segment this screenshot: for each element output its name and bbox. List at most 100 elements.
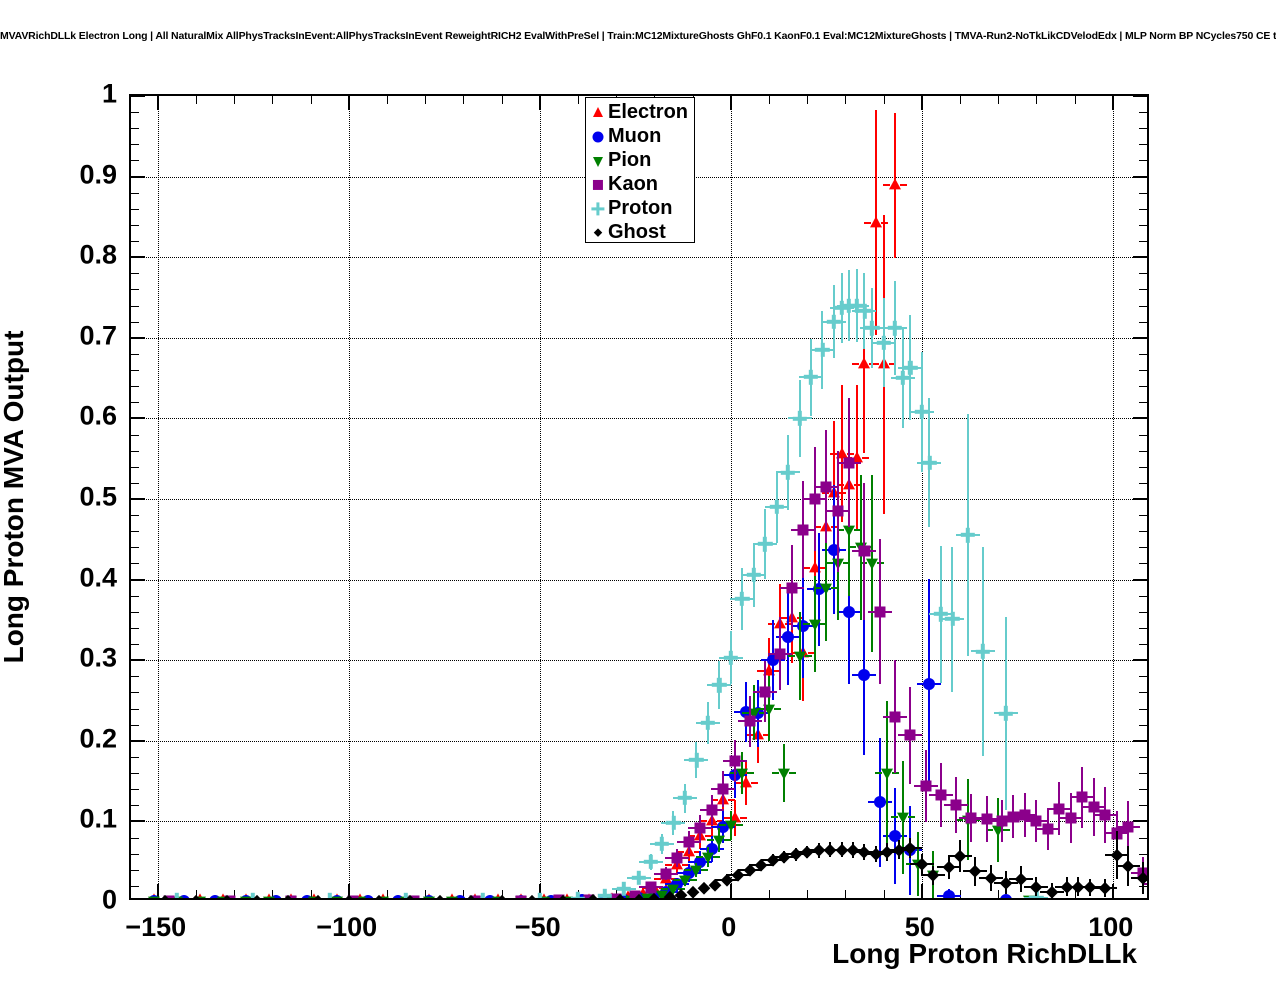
marker-square [610,893,622,898]
marker-circle [361,895,374,898]
y-axis-tick-minor [131,305,139,307]
error-bar-horizontal [747,597,755,600]
marker-triangle-up [850,451,863,463]
y-axis-tick-minor [1139,224,1147,226]
error-bar-horizontal [825,562,833,565]
y-axis-tick-minor [131,869,139,871]
marker-triangle-down [377,896,390,898]
grid-line-horizontal [131,257,1147,259]
marker-triangle-up [377,893,390,898]
y-axis-tick-major [131,498,145,500]
x-axis-tick-minor [463,890,465,898]
error-bar-horizontal [917,461,925,464]
legend-entry-pion[interactable]: Pion [586,148,694,172]
y-axis-tick-minor [131,321,139,323]
error-bar-horizontal [804,417,812,420]
y-axis-tick-minor [1139,773,1147,775]
y-axis-tick-major [131,820,145,823]
y-axis-tick-minor [1139,837,1147,839]
grid-line-horizontal [131,821,1147,823]
error-bar-horizontal [678,822,686,824]
marker-square [1053,802,1065,815]
marker-triangle-up [193,893,206,898]
error-bar-horizontal [1054,885,1062,888]
legend-entry-kaon[interactable]: Kaon [586,172,694,196]
error-bar-horizontal [936,866,944,869]
legend-marker-triangle-up [590,103,606,121]
marker-triangle-up [216,893,229,898]
marker-triangle-down [593,157,603,167]
error-bar-horizontal [799,376,806,379]
y-axis-tick-minor [1139,192,1147,194]
y-axis-tick-minor [131,547,139,549]
legend-entry-muon[interactable]: Muon [586,124,694,148]
x-axis-tick-major [729,884,732,898]
error-bar-horizontal [871,341,879,344]
y-axis-tick-minor [1139,128,1147,130]
legend-entry-ghost[interactable]: Ghost [586,220,694,244]
error-bar-horizontal [688,860,696,863]
error-bar-horizontal [1012,813,1020,816]
marker-triangle-up [808,560,821,572]
marker-triangle-down [747,708,760,720]
error-bar-horizontal [825,510,833,513]
error-bar-horizontal [907,816,915,819]
error-bar-horizontal [808,651,816,654]
x-axis-tick-minor [386,96,388,104]
marker-square [832,505,844,517]
y-axis-tick-label: 0.5 [79,481,117,512]
error-bar-horizontal [707,684,715,687]
y-axis-tick-minor [1139,208,1147,210]
error-bar-horizontal [852,851,860,854]
marker-cross [945,611,960,627]
error-bar-horizontal [737,868,745,871]
marker-square [904,729,916,741]
y-axis-tick-minor [1139,144,1147,146]
y-axis-tick-major [1133,336,1147,339]
error-bar-horizontal [1024,896,1032,898]
error-bar-horizontal [863,852,871,855]
legend-marker-cross [590,199,606,217]
legend-entry-electron[interactable]: Electron [586,100,694,124]
error-bar-horizontal [1010,881,1018,884]
x-axis-tick-minor [845,96,847,104]
marker-cross [864,320,880,336]
marker-triangle-down [678,875,691,887]
x-axis-tick-minor [959,96,961,104]
legend-label: Ghost [608,221,666,243]
marker-triangle-down [667,884,680,896]
y-axis-tick-minor [131,692,139,694]
legend-marker-circle [590,127,606,145]
marker-diamond [675,888,688,898]
marker-cross [857,303,872,319]
y-axis-tick-minor [1139,289,1147,291]
error-bar-horizontal [731,879,739,882]
marker-diamond [942,861,955,874]
error-bar-horizontal [1056,890,1064,893]
marker-square [981,813,993,825]
grid-line-horizontal [131,337,1147,339]
error-bar-horizontal [779,586,787,589]
error-bar-horizontal [688,826,696,829]
x-axis-tick-minor [463,96,465,104]
error-bar-horizontal [837,461,845,464]
marker-diamond [403,895,416,898]
marker-circle [575,894,588,898]
marker-diamond [953,849,967,863]
error-bar-horizontal [754,720,762,723]
y-axis-tick-minor [1139,676,1147,678]
error-bar-horizontal [959,817,967,820]
marker-cross [631,870,647,886]
error-bar-horizontal [1024,820,1032,823]
marker-triangle-up [858,357,871,369]
marker-triangle-up [593,107,603,117]
error-bar-horizontal [1047,807,1055,810]
error-bar-horizontal [869,673,877,676]
legend-entry-proton[interactable]: Proton [586,196,694,220]
error-bar-horizontal [705,826,713,829]
marker-square [935,789,947,801]
x-axis-tick-minor [195,96,197,104]
error-bar-horizontal [724,684,732,687]
error-bar-horizontal [1133,864,1141,867]
